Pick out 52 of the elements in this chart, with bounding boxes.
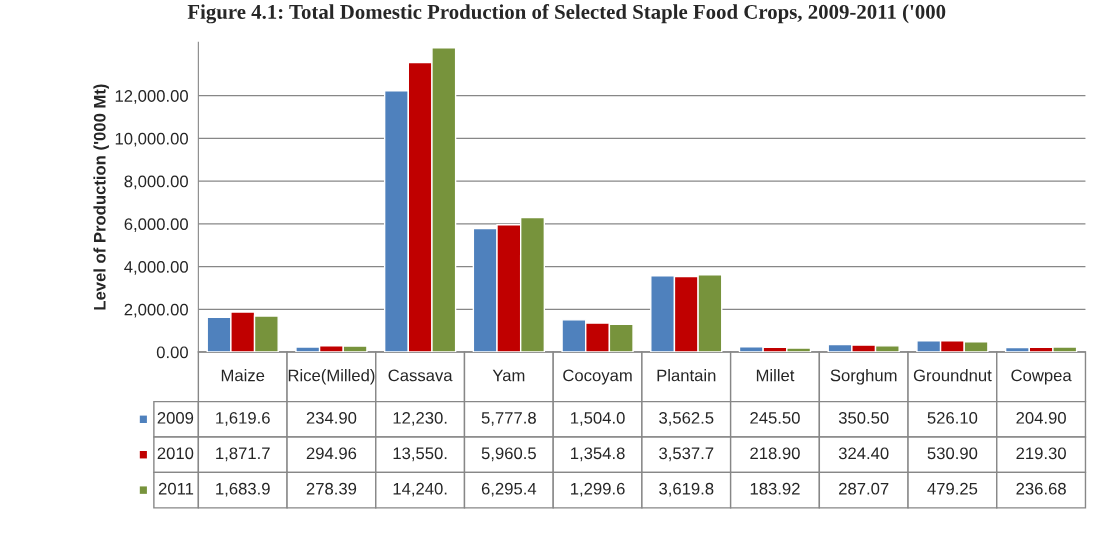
data-label: 6,295.4 <box>481 482 537 497</box>
x-tick-label: Cassava <box>388 369 453 382</box>
data-label: 14,240. <box>393 482 447 497</box>
data-label: 245.50 <box>750 411 800 424</box>
data-label: 3,562.5 <box>659 411 714 426</box>
data-label: 479.25 <box>927 482 978 495</box>
legend-label: 2010 <box>157 447 194 460</box>
data-label: 218.90 <box>750 447 800 460</box>
data-label: 219.30 <box>1016 447 1066 460</box>
data-label: 324.40 <box>838 447 889 460</box>
y-tick-label: 2,000.00 <box>124 303 188 318</box>
y-tick-label: 12,000.00 <box>115 90 188 104</box>
data-label: 204.90 <box>1016 411 1066 424</box>
x-tick-label: Cocoyam <box>563 369 632 385</box>
data-label: 13,550. <box>393 447 447 462</box>
data-label: 530.90 <box>927 447 978 460</box>
y-tick-label: 6,000.00 <box>124 218 188 233</box>
data-label: 12,230. <box>393 411 447 426</box>
data-label: 1,871.7 <box>216 447 270 462</box>
x-tick-label: Plantain <box>657 369 716 382</box>
data-label: 1,619.6 <box>216 411 270 426</box>
y-axis-title: Level of Production ('000 Mt) <box>93 84 109 310</box>
x-tick-label: Cowpea <box>1011 369 1072 385</box>
data-label: 234.90 <box>306 411 357 424</box>
data-label: 5,777.8 <box>481 411 536 426</box>
legend-label: 2009 <box>157 411 194 424</box>
data-label: 1,504.0 <box>571 411 625 426</box>
data-label: 278.39 <box>306 482 357 495</box>
data-label: 287.07 <box>839 482 889 495</box>
data-label: 294.96 <box>306 447 357 460</box>
data-label: 183.92 <box>750 482 800 495</box>
data-label: 236.68 <box>1016 482 1066 495</box>
data-label: 1,683.9 <box>216 482 270 497</box>
x-tick-label: Rice(Milled) <box>288 369 375 385</box>
y-tick-label: 4,000.00 <box>124 260 188 275</box>
x-tick-label: Groundnut <box>913 369 992 382</box>
data-label: 526.10 <box>927 411 978 424</box>
data-label: 1,354.8 <box>571 447 625 462</box>
x-tick-label: Sorghum <box>830 369 897 385</box>
data-label: 1,299.6 <box>571 482 625 497</box>
x-tick-label: Maize <box>221 369 265 382</box>
x-tick-label: Millet <box>756 369 795 382</box>
legend-label: 2011 <box>158 482 194 495</box>
chart-title: Figure 4.1: Total Domestic Production of Selected Staple Food Crops, 2009-2011 ('000 <box>187 4 946 24</box>
y-tick-label: 0.00 <box>156 346 188 359</box>
x-tick-label: Yam <box>492 369 525 382</box>
data-label: 5,960.5 <box>481 447 536 462</box>
data-label: 3,537.7 <box>659 447 714 462</box>
y-tick-label: 8,000.00 <box>124 175 188 190</box>
data-label: 3,619.8 <box>659 482 714 497</box>
y-tick-label: 10,000.00 <box>115 132 188 147</box>
data-label: 350.50 <box>838 411 889 424</box>
